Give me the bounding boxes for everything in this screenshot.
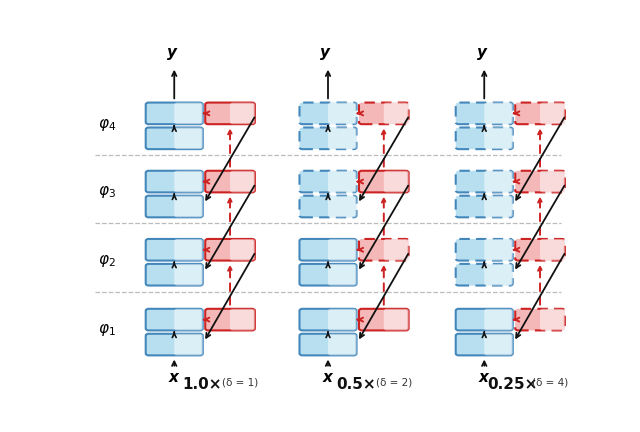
Text: $\varphi_1$: $\varphi_1$ <box>99 321 116 337</box>
FancyBboxPatch shape <box>359 239 408 260</box>
Text: 1.0×: 1.0× <box>182 377 222 392</box>
FancyBboxPatch shape <box>384 309 408 330</box>
FancyBboxPatch shape <box>328 127 356 149</box>
FancyBboxPatch shape <box>146 196 203 217</box>
FancyBboxPatch shape <box>484 309 513 330</box>
FancyBboxPatch shape <box>328 171 356 192</box>
FancyBboxPatch shape <box>515 239 565 260</box>
Text: $\boldsymbol{y}$: $\boldsymbol{y}$ <box>166 47 178 63</box>
FancyBboxPatch shape <box>300 127 356 149</box>
FancyBboxPatch shape <box>484 334 513 356</box>
FancyBboxPatch shape <box>230 309 255 330</box>
FancyBboxPatch shape <box>205 171 255 192</box>
FancyBboxPatch shape <box>515 171 565 192</box>
Text: $\boldsymbol{y}$: $\boldsymbol{y}$ <box>476 47 488 63</box>
FancyBboxPatch shape <box>515 309 565 330</box>
Text: 0.5×: 0.5× <box>336 377 376 392</box>
FancyBboxPatch shape <box>515 102 565 124</box>
FancyBboxPatch shape <box>328 102 356 124</box>
Text: $\boldsymbol{y}$: $\boldsymbol{y}$ <box>319 47 332 63</box>
FancyBboxPatch shape <box>174 309 203 330</box>
FancyBboxPatch shape <box>359 171 408 192</box>
Text: (δ = 4): (δ = 4) <box>532 377 568 387</box>
FancyBboxPatch shape <box>300 264 356 286</box>
Text: $\varphi_3$: $\varphi_3$ <box>99 184 116 200</box>
FancyBboxPatch shape <box>456 127 513 149</box>
FancyBboxPatch shape <box>300 239 356 260</box>
FancyBboxPatch shape <box>146 264 203 286</box>
FancyBboxPatch shape <box>146 102 203 124</box>
FancyBboxPatch shape <box>359 102 408 124</box>
FancyBboxPatch shape <box>484 239 513 260</box>
FancyBboxPatch shape <box>484 264 513 286</box>
Text: $\boldsymbol{x}$: $\boldsymbol{x}$ <box>168 370 180 384</box>
FancyBboxPatch shape <box>456 264 513 286</box>
FancyBboxPatch shape <box>174 239 203 260</box>
Text: $\boldsymbol{x}$: $\boldsymbol{x}$ <box>321 370 335 384</box>
FancyBboxPatch shape <box>300 171 356 192</box>
FancyBboxPatch shape <box>540 102 565 124</box>
FancyBboxPatch shape <box>359 309 408 330</box>
FancyBboxPatch shape <box>384 239 408 260</box>
FancyBboxPatch shape <box>146 334 203 356</box>
FancyBboxPatch shape <box>484 196 513 217</box>
FancyBboxPatch shape <box>230 102 255 124</box>
FancyBboxPatch shape <box>484 127 513 149</box>
FancyBboxPatch shape <box>456 309 513 330</box>
FancyBboxPatch shape <box>174 171 203 192</box>
FancyBboxPatch shape <box>300 196 356 217</box>
FancyBboxPatch shape <box>328 196 356 217</box>
FancyBboxPatch shape <box>328 264 356 286</box>
FancyBboxPatch shape <box>540 171 565 192</box>
FancyBboxPatch shape <box>174 127 203 149</box>
FancyBboxPatch shape <box>484 102 513 124</box>
FancyBboxPatch shape <box>205 102 255 124</box>
Text: $\boldsymbol{x}$: $\boldsymbol{x}$ <box>478 370 491 384</box>
FancyBboxPatch shape <box>300 334 356 356</box>
FancyBboxPatch shape <box>456 171 513 192</box>
FancyBboxPatch shape <box>540 309 565 330</box>
FancyBboxPatch shape <box>484 171 513 192</box>
FancyBboxPatch shape <box>328 334 356 356</box>
FancyBboxPatch shape <box>174 334 203 356</box>
FancyBboxPatch shape <box>328 239 356 260</box>
FancyBboxPatch shape <box>456 334 513 356</box>
FancyBboxPatch shape <box>540 239 565 260</box>
Text: (δ = 1): (δ = 1) <box>222 377 258 387</box>
FancyBboxPatch shape <box>300 309 356 330</box>
FancyBboxPatch shape <box>456 196 513 217</box>
FancyBboxPatch shape <box>456 239 513 260</box>
FancyBboxPatch shape <box>384 171 408 192</box>
FancyBboxPatch shape <box>230 171 255 192</box>
FancyBboxPatch shape <box>328 309 356 330</box>
FancyBboxPatch shape <box>174 196 203 217</box>
FancyBboxPatch shape <box>174 102 203 124</box>
FancyBboxPatch shape <box>384 102 408 124</box>
FancyBboxPatch shape <box>205 309 255 330</box>
FancyBboxPatch shape <box>230 239 255 260</box>
Text: $\varphi_4$: $\varphi_4$ <box>98 117 116 133</box>
FancyBboxPatch shape <box>146 239 203 260</box>
FancyBboxPatch shape <box>146 127 203 149</box>
Text: $\varphi_2$: $\varphi_2$ <box>99 254 116 270</box>
FancyBboxPatch shape <box>174 264 203 286</box>
Text: 0.25×: 0.25× <box>487 377 538 392</box>
FancyBboxPatch shape <box>146 171 203 192</box>
FancyBboxPatch shape <box>300 102 356 124</box>
FancyBboxPatch shape <box>205 239 255 260</box>
FancyBboxPatch shape <box>456 102 513 124</box>
Text: (δ = 2): (δ = 2) <box>376 377 412 387</box>
FancyBboxPatch shape <box>146 309 203 330</box>
